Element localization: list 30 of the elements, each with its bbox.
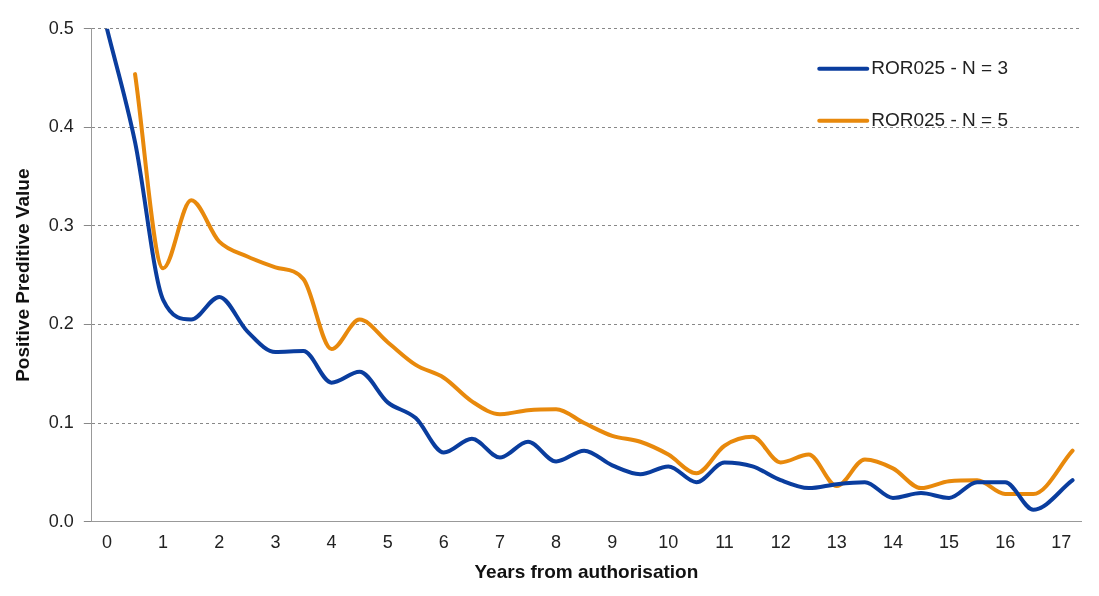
legend-label: ROR025 - N = 3 <box>871 57 1008 79</box>
x-tick-label: 11 <box>715 532 734 553</box>
x-tick-label: 1 <box>158 532 169 553</box>
x-tick-label: 12 <box>770 532 791 553</box>
line-series <box>133 72 1075 496</box>
x-tick-label: 10 <box>658 532 679 553</box>
x-tick-label: 17 <box>1051 532 1072 553</box>
y-tick-label: 0.5 <box>48 17 74 38</box>
x-tick-label: 4 <box>326 532 337 553</box>
x-tick-label: 3 <box>270 532 281 553</box>
x-tick-label: 16 <box>995 532 1016 553</box>
x-tick-label: 13 <box>826 532 847 553</box>
y-tick-label: 0.2 <box>48 313 74 334</box>
x-tick-label: 6 <box>438 532 449 553</box>
y-tick-label: 0.0 <box>48 510 74 531</box>
x-tick-label: 2 <box>214 532 225 553</box>
x-tick-label: 8 <box>551 532 562 553</box>
x-tick-label: 14 <box>882 532 903 553</box>
y-tick-label: 0.3 <box>48 214 74 235</box>
y-axis-title: Positive Preditive Value <box>11 168 33 382</box>
x-axis-title: Years from authorisation <box>474 560 699 582</box>
x-tick-label: 15 <box>939 532 960 553</box>
line-series <box>104 28 1075 512</box>
x-tick-label: 9 <box>607 532 618 553</box>
x-tick-label: 0 <box>101 532 112 553</box>
y-tick-label: 0.1 <box>48 412 74 433</box>
x-tick-label: 5 <box>382 532 393 553</box>
x-tick-label: 7 <box>494 532 505 553</box>
y-tick-label: 0.4 <box>48 116 74 137</box>
legend-label: ROR025 - N = 5 <box>871 109 1008 131</box>
